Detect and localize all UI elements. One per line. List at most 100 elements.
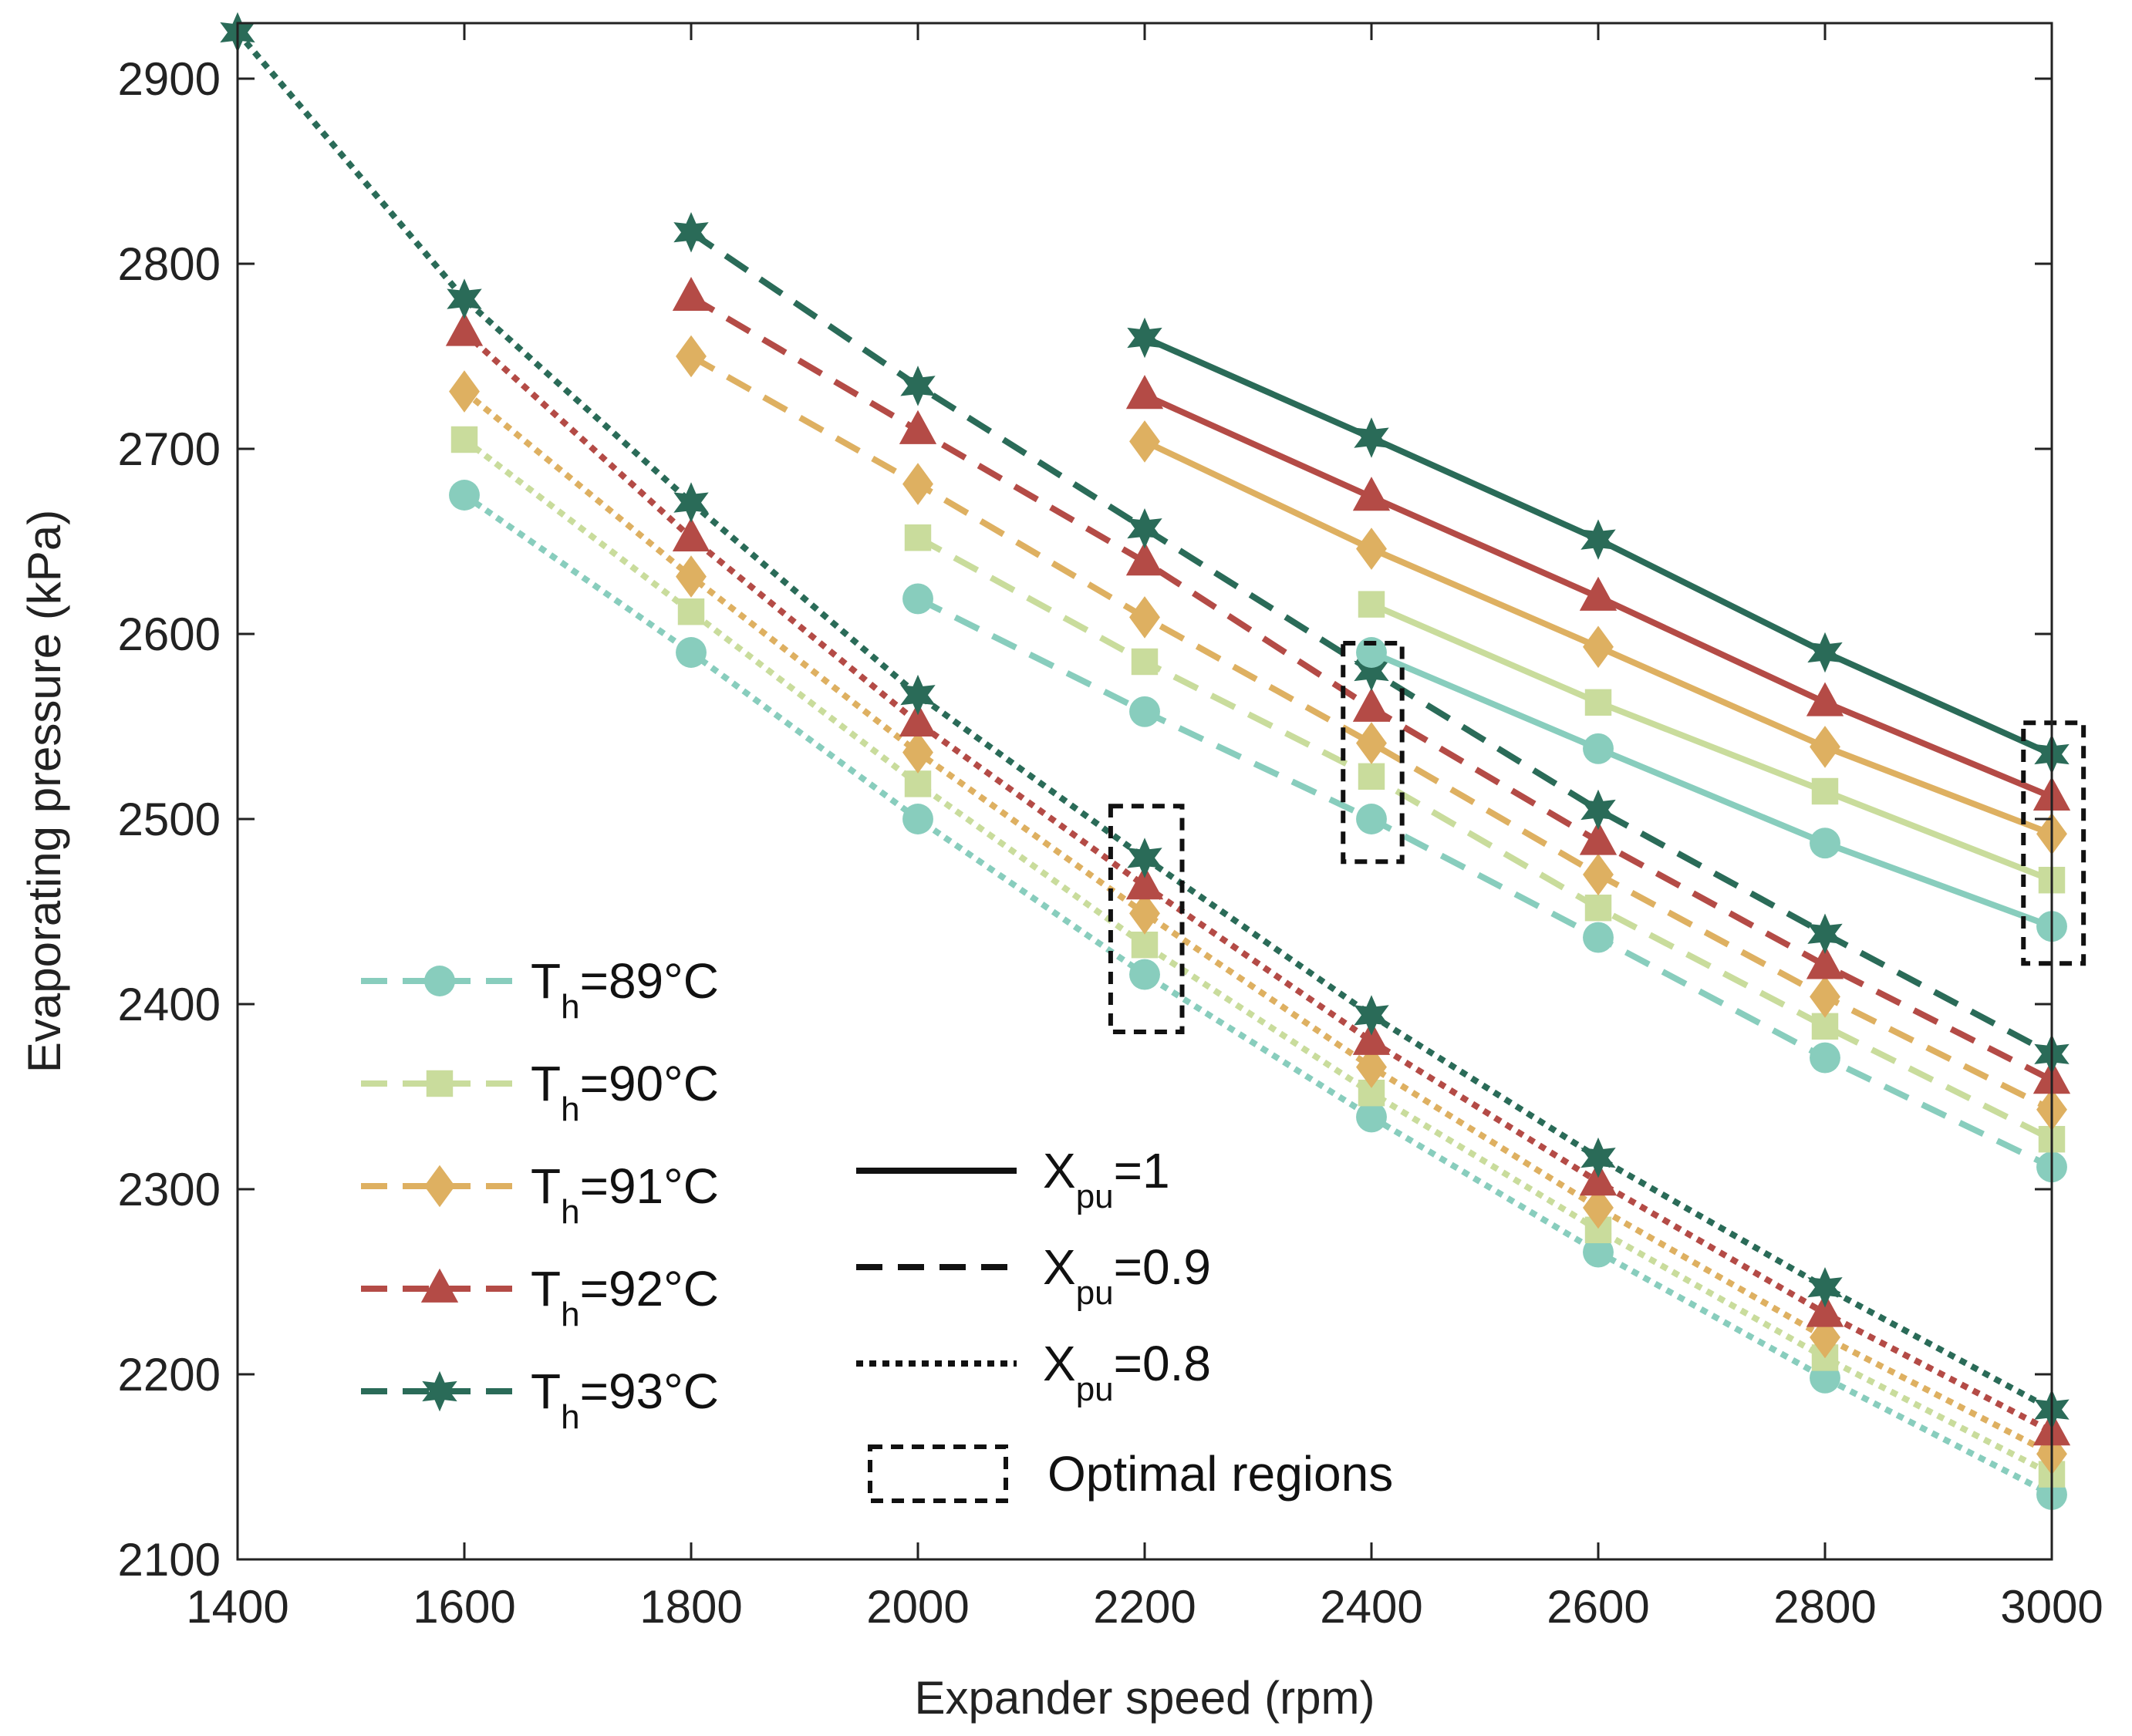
data-point-91-x1-2600 <box>1583 625 1614 669</box>
data-point-89-x1-2800 <box>1810 828 1840 859</box>
y-tick-label-2900: 2900 <box>118 53 221 105</box>
data-point-93-x08-2600 <box>1580 1137 1616 1178</box>
data-point-92-x1-2800 <box>1806 682 1844 716</box>
data-point-93-x1-2200 <box>1127 317 1162 359</box>
legend-entry-93: Th=93°C <box>361 1364 719 1436</box>
data-point-93-x08-2800 <box>1807 1267 1843 1308</box>
series-line-89-x08 <box>462 492 2053 1498</box>
data-point-93-x08-2000 <box>900 674 936 716</box>
data-point-91-x09-2000 <box>902 463 933 505</box>
x-tick-label-2000: 2000 <box>866 1581 969 1633</box>
data-point-91-x08-2400 <box>1356 1046 1387 1088</box>
data-point-93-x09-2400 <box>1354 650 1389 692</box>
data-point-90-x08-2000 <box>904 770 932 797</box>
x-tick-label-3000: 3000 <box>2000 1581 2103 1633</box>
data-point-90-x09-2600 <box>1584 894 1612 922</box>
data-point-92-x08-2400 <box>1352 1020 1391 1055</box>
y-tick-label-2100: 2100 <box>118 1534 221 1586</box>
data-point-89-x08-2600 <box>1583 1236 1614 1268</box>
optimal-region-box-2 <box>1341 641 1405 865</box>
optimal-region-box-1 <box>1108 804 1185 1034</box>
legend-marker-90 <box>426 1070 454 1097</box>
series-89-x1 <box>1356 637 2067 942</box>
data-point-93-x08-1600 <box>447 278 482 319</box>
data-point-92-x09-2000 <box>899 410 937 444</box>
legend-optimal-box <box>868 1444 1008 1503</box>
data-point-92-x08-2000 <box>899 702 937 737</box>
legend-label-93: Th=93°C <box>531 1364 719 1436</box>
data-point-89-x1-2400 <box>1356 637 1387 668</box>
data-point-92-x08-1600 <box>445 312 484 346</box>
legend-style-label-x08: Xpu=0.8 <box>1043 1336 1211 1408</box>
legend-marker-93 <box>422 1370 457 1412</box>
data-point-93-x1-2800 <box>1807 632 1843 673</box>
data-point-90-x08-1800 <box>677 598 705 625</box>
data-point-91-x09-2200 <box>1129 596 1160 639</box>
x-tick-label-2200: 2200 <box>1093 1581 1196 1633</box>
x-tick-label-2800: 2800 <box>1773 1581 1876 1633</box>
y-tick-label-2400: 2400 <box>118 979 221 1030</box>
x-tick-label-2600: 2600 <box>1547 1581 1649 1633</box>
legend-marker-89 <box>424 966 455 996</box>
data-point-91-x09-2400 <box>1356 722 1387 764</box>
legend-style-x08: Xpu=0.8 <box>856 1336 1211 1408</box>
data-point-92-x1-2400 <box>1352 477 1391 511</box>
data-point-89-x09-2200 <box>1129 696 1160 727</box>
legend-optimal-regions: Optimal regions <box>868 1444 1393 1503</box>
data-point-93-x08-2200 <box>1127 838 1162 878</box>
series-90-x1 <box>1358 591 2066 894</box>
series-line-92-x08 <box>462 329 2053 1434</box>
data-point-90-x1-2600 <box>1584 689 1612 716</box>
data-point-89-x09-2600 <box>1583 922 1614 953</box>
legend-entry-91: Th=91°C <box>361 1158 719 1231</box>
series-line-90-x09 <box>916 534 2053 1142</box>
data-point-93-x09-2800 <box>1807 913 1843 954</box>
x-tick-label-1400: 1400 <box>186 1581 288 1633</box>
data-point-90-x1-2800 <box>1811 777 1839 805</box>
data-point-91-x08-2600 <box>1583 1186 1614 1229</box>
data-point-91-x08-2000 <box>902 731 933 774</box>
data-point-90-x09-2200 <box>1131 648 1159 676</box>
series-90-x09 <box>904 524 2066 1153</box>
data-point-89-x08-1600 <box>449 480 480 511</box>
data-point-89-x09-2800 <box>1810 1042 1840 1074</box>
series-line-89-x1 <box>1370 649 2053 929</box>
data-point-93-x09-2000 <box>900 366 936 406</box>
y-tick-label-2600: 2600 <box>118 608 221 660</box>
data-point-93-x1-2600 <box>1580 519 1616 560</box>
series-layer <box>220 12 2071 1510</box>
optimal-region-box-3 <box>2021 720 2086 966</box>
data-point-89-x08-1800 <box>676 637 707 668</box>
data-point-92-x1-2200 <box>1125 375 1164 410</box>
data-point-93-x09-2600 <box>1580 789 1616 831</box>
legend-label-92: Th=92°C <box>531 1261 719 1333</box>
legend-label-90: Th=90°C <box>531 1056 719 1128</box>
data-point-90-x09-2400 <box>1358 763 1385 790</box>
legend-style-label-x1: Xpu=1 <box>1043 1143 1170 1215</box>
y-tick-label-2800: 2800 <box>118 238 221 290</box>
legend-marker-91 <box>424 1165 455 1208</box>
data-point-92-x08-1800 <box>672 517 710 552</box>
y-tick-label-2300: 2300 <box>118 1164 221 1215</box>
data-point-92-x08-2200 <box>1125 865 1164 900</box>
legend-label-89: Th=89°C <box>531 953 719 1026</box>
y-tick-label-2500: 2500 <box>118 794 221 845</box>
series-91-x1 <box>1129 420 2067 855</box>
series-line-90-x08 <box>462 437 2053 1478</box>
data-point-91-x08-1600 <box>449 370 480 413</box>
data-point-91-x09-2800 <box>1810 976 1840 1018</box>
series-line-89-x09 <box>916 595 2053 1170</box>
data-point-91-x09-1800 <box>676 335 707 378</box>
data-point-92-x08-2600 <box>1579 1161 1618 1196</box>
data-point-92-x09-2800 <box>1806 945 1844 979</box>
data-point-91-x08-1800 <box>676 555 707 598</box>
data-point-91-x1-2200 <box>1129 420 1160 463</box>
x-tick-label-2400: 2400 <box>1320 1581 1422 1633</box>
series-92-x09 <box>672 276 2071 1094</box>
legend-style-x09: Xpu=0.9 <box>856 1239 1211 1312</box>
legend-style-x1: Xpu=1 <box>856 1143 1170 1215</box>
data-point-90-x08-1600 <box>450 426 478 453</box>
x-tick-label-1600: 1600 <box>413 1581 515 1633</box>
data-point-90-x08-2200 <box>1131 931 1159 959</box>
